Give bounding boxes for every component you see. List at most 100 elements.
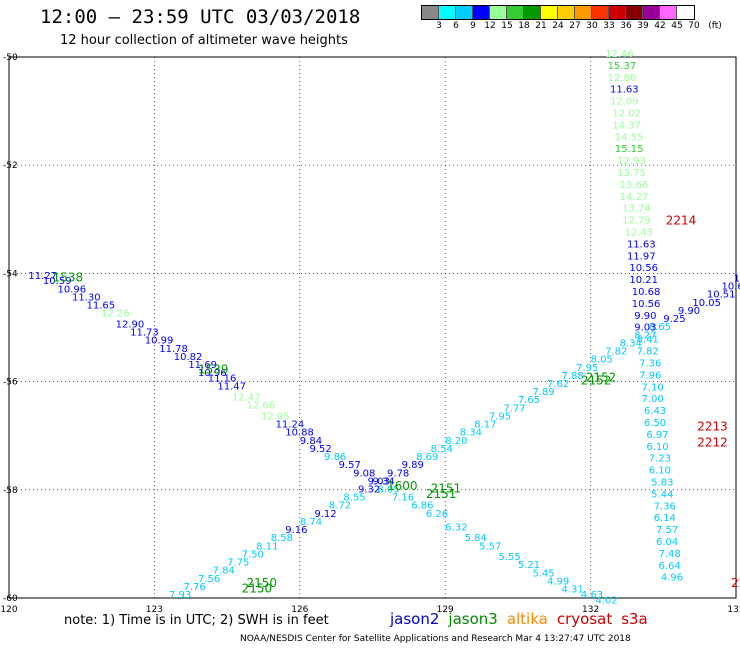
wave-height-label: 4.99 xyxy=(547,576,569,587)
wave-height-label: 5.45 xyxy=(532,568,554,579)
wave-height-label: 7.75 xyxy=(227,558,249,569)
wave-height-label: 7.48 xyxy=(658,549,680,560)
wave-height-label: 4.63 xyxy=(581,590,603,601)
chart-title: 12:00 – 23:59 UTC 03/03/2018 xyxy=(40,6,361,28)
color-swatch xyxy=(507,6,524,19)
wave-height-label: 11.63 xyxy=(610,85,639,96)
color-swatch xyxy=(422,6,439,19)
time-label: 2213 xyxy=(697,419,728,433)
color-swatch xyxy=(524,6,541,19)
wave-height-label: 6.97 xyxy=(646,430,668,441)
wave-height-label: 14.37 xyxy=(612,120,641,131)
wave-height-label: 12.80 xyxy=(608,73,637,84)
color-scale-label: 70 xyxy=(688,21,700,31)
wave-height-label: 10.68 xyxy=(632,287,661,298)
wave-height-label: 10.56 xyxy=(629,263,658,274)
wave-height-label: 7.93 xyxy=(169,590,191,601)
color-scale-unit: (ft) xyxy=(708,21,722,31)
wave-height-label: 5.44 xyxy=(651,489,673,500)
color-swatch xyxy=(575,6,592,19)
wave-height-label: 6.43 xyxy=(644,406,666,417)
color-scale-label: 45 xyxy=(671,21,683,31)
wave-height-label: 11.47 xyxy=(217,382,246,393)
wave-height-label: 4.31 xyxy=(562,585,584,596)
color-scale-label: 42 xyxy=(654,21,666,31)
wave-height-label: 10.56 xyxy=(632,299,661,310)
satellite-legend-item: jason3 xyxy=(448,610,498,628)
wave-height-label: 8.58 xyxy=(271,533,293,544)
color-swatch xyxy=(592,6,609,19)
wave-height-label: 7.10 xyxy=(641,382,663,393)
wave-height-label: 9.84 xyxy=(300,436,322,447)
wave-height-label: 8.34 xyxy=(460,428,482,439)
wave-height-label: 8.34 xyxy=(620,338,642,349)
y-tick-label: -52 xyxy=(3,161,18,171)
wave-height-label: 10.63 xyxy=(721,282,740,293)
wave-height-label: 11.27 xyxy=(28,271,57,282)
time-label: 2151 xyxy=(431,482,462,496)
wave-height-label: 7.96 xyxy=(639,370,661,381)
plot-frame xyxy=(8,56,737,599)
color-scale-label: 39 xyxy=(637,21,649,31)
wave-height-label: 10.88 xyxy=(285,428,314,439)
wave-height-label: 12.02 xyxy=(612,109,641,120)
y-tick-label: -56 xyxy=(3,378,18,388)
wave-height-label: 12.66 xyxy=(246,401,275,412)
wave-height-label: 8.17 xyxy=(474,420,496,431)
color-scale-label: 33 xyxy=(603,21,615,31)
wave-height-label: 10.82 xyxy=(174,352,203,363)
wave-height-label: 7.00 xyxy=(641,394,663,405)
y-tick-label: -60 xyxy=(3,594,18,604)
wave-height-label: 12.95 xyxy=(261,411,290,422)
wave-height-label: 4.02 xyxy=(595,595,617,606)
color-scale-label: 12 xyxy=(484,21,496,31)
wave-height-label: 6.04 xyxy=(656,537,678,548)
color-scale-label: 9 xyxy=(470,21,476,31)
wave-height-label: 6.14 xyxy=(654,513,676,524)
wave-height-label: 12.09 xyxy=(610,97,639,108)
wave-height-label: 9.57 xyxy=(339,460,361,471)
wave-height-label: 8.11 xyxy=(256,541,278,552)
time-label: 1600 xyxy=(387,479,418,493)
wave-height-label: 8.41 xyxy=(637,335,659,346)
wave-height-label: 10.59 xyxy=(43,276,72,287)
time-label: 1538 xyxy=(53,271,84,285)
satellite-legend: jason2 jason3 altika cryosat s3a xyxy=(390,610,657,628)
wave-height-label: 8.55 xyxy=(343,493,365,504)
satellite-legend-item: jason2 xyxy=(390,610,440,628)
wave-height-label: 13.74 xyxy=(622,204,651,215)
wave-height-label: 6.26 xyxy=(426,509,448,520)
wave-height-label: 13.66 xyxy=(620,180,649,191)
wave-height-label: 7.16 xyxy=(392,493,414,504)
wave-height-label: 12.93 xyxy=(617,156,646,167)
color-swatch xyxy=(558,6,575,19)
color-swatch xyxy=(456,6,473,19)
time-label: 1539 xyxy=(198,362,229,376)
note-text: note: 1) Time is in UTC; 2) SWH is in fe… xyxy=(64,613,329,628)
wave-height-label: 9.52 xyxy=(309,444,331,455)
wave-height-label: 9.25 xyxy=(663,314,685,325)
wave-height-label: 11.16 xyxy=(208,374,237,385)
wave-height-label: 6.10 xyxy=(649,466,671,477)
wave-height-label: 7.62 xyxy=(547,379,569,390)
wave-height-label: 12.46 xyxy=(605,49,634,60)
color-swatch xyxy=(660,6,677,19)
time-label: 2212 xyxy=(697,436,728,450)
satellite-legend-item: cryosat xyxy=(556,610,613,628)
wave-height-label: 15.37 xyxy=(608,61,637,72)
color-scale-label: 3 xyxy=(436,21,442,31)
footer-credit: NOAA/NESDIS Center for Satellite Applica… xyxy=(240,634,631,644)
wave-height-label: 11.78 xyxy=(159,344,188,355)
chart-subtitle: 12 hour collection of altimeter wave hei… xyxy=(60,33,348,48)
x-tick-label: 132 xyxy=(582,605,599,615)
wave-height-label: 12.47 xyxy=(232,393,261,404)
wave-height-label: 11.30 xyxy=(72,292,101,303)
wave-height-label: 8.54 xyxy=(431,444,453,455)
wave-height-label: 10.51 xyxy=(707,290,736,301)
wave-height-label: 9.03 xyxy=(368,476,390,487)
wave-height-label: 8.72 xyxy=(329,501,351,512)
wave-height-label: 10.21 xyxy=(629,275,658,286)
wave-height-label: 8.20 xyxy=(445,436,467,447)
wave-height-label: 7.23 xyxy=(649,454,671,465)
wave-height-label: 11.65 xyxy=(87,301,116,312)
